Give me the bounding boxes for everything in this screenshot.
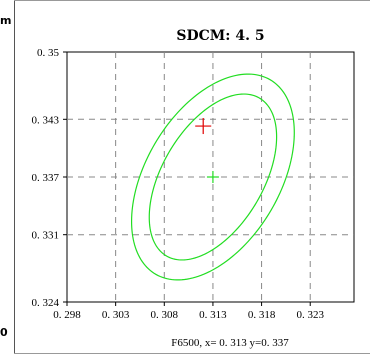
x-tick-label: 0. 298 bbox=[53, 309, 81, 321]
inner-ellipse bbox=[148, 93, 278, 261]
x-tick-label: 0. 308 bbox=[151, 309, 179, 321]
side-label-top: m bbox=[0, 14, 12, 27]
y-tick-label: 0. 35 bbox=[37, 47, 60, 59]
left-panel-edge: m 0 bbox=[0, 0, 15, 354]
chart-title: SDCM: 4. 5 bbox=[176, 28, 264, 44]
x-tick-label: 0. 303 bbox=[102, 309, 130, 321]
y-tick-label: 0. 331 bbox=[32, 230, 60, 242]
y-tick-label: 0. 337 bbox=[32, 172, 60, 184]
side-label-bottom: 0 bbox=[0, 326, 8, 339]
y-tick-label: 0. 324 bbox=[32, 297, 60, 309]
x-tick-label: 0. 313 bbox=[199, 309, 227, 321]
x-tick-label: 0. 318 bbox=[248, 309, 276, 321]
chart-caption: F6500, x= 0. 313 y=0. 337 bbox=[171, 337, 289, 349]
x-tick-label: 0. 323 bbox=[296, 309, 324, 321]
frame-top-line bbox=[14, 0, 370, 1]
y-tick-label: 0. 343 bbox=[32, 114, 60, 126]
outer-ellipse bbox=[130, 73, 295, 281]
